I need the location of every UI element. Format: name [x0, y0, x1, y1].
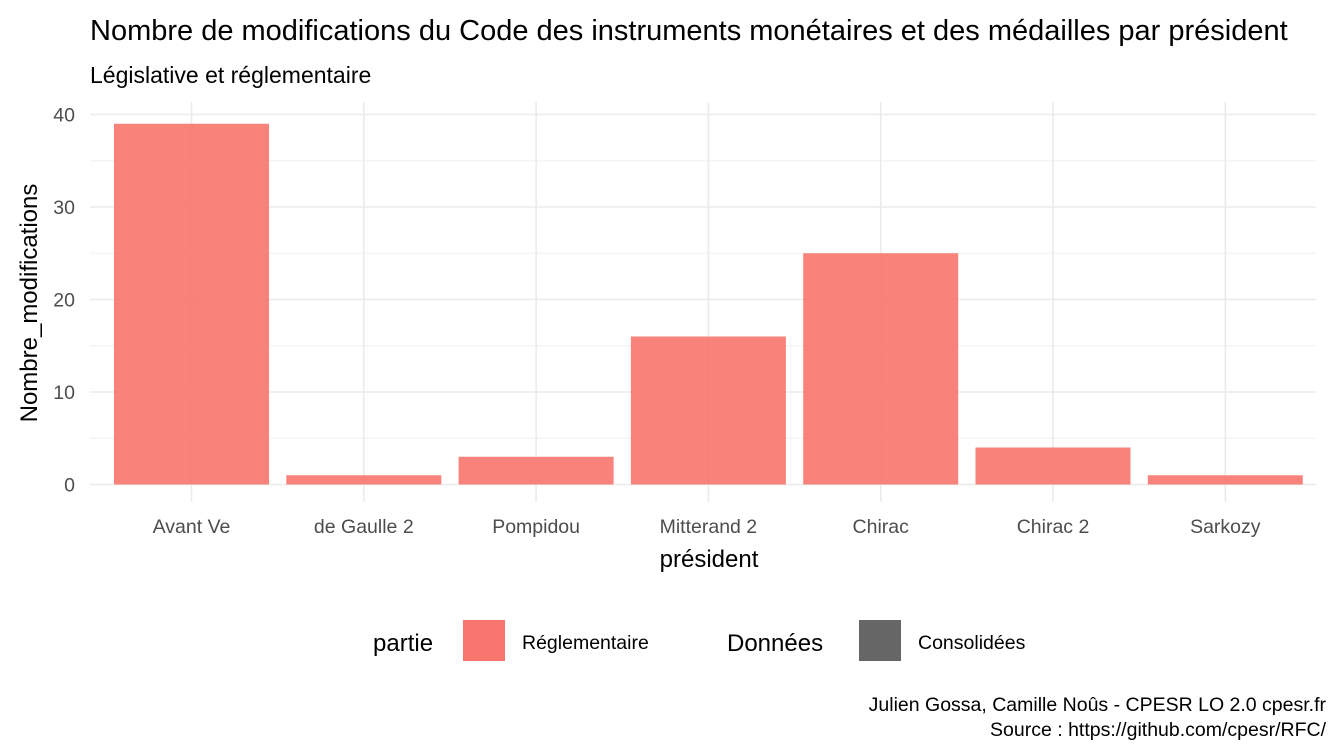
legend-title-donnees: Données [727, 630, 823, 657]
x-tick-label: Mitterand 2 [660, 516, 758, 538]
bar-chirac [803, 253, 959, 485]
bar-avant-ve [114, 123, 269, 485]
x-tick-label: Avant Ve [153, 516, 231, 538]
x-axis-ticks: Avant Ve de Gaulle 2 Pompidou Mitterand 2 Ch… [153, 516, 1261, 538]
bar-pompidou [458, 456, 614, 485]
y-tick-label: 10 [53, 382, 75, 404]
bar-chirac-2 [975, 447, 1131, 485]
y-tick-label: 30 [53, 197, 75, 219]
x-axis-title: président [660, 546, 759, 573]
legend-label-consolidees: Consolidées [918, 632, 1026, 654]
caption-line-1: Julien Gossa, Camille Noûs - CPESR LO 2.… [869, 694, 1327, 716]
legend-label-reglementaire: Réglementaire [522, 632, 649, 654]
x-tick-label: Pompidou [492, 516, 580, 538]
legend-swatch-reglementaire [463, 620, 505, 661]
y-tick-label: 40 [53, 105, 75, 127]
y-axis-ticks: 0 10 20 30 40 [53, 105, 75, 497]
legend-title-partie: partie [373, 630, 433, 657]
x-tick-label: Chirac [853, 516, 910, 538]
y-tick-label: 20 [53, 290, 75, 312]
y-axis-title: Nombre_modifications [16, 184, 43, 423]
x-tick-label: Sarkozy [1190, 516, 1261, 538]
chart-title: Nombre de modifications du Code des inst… [90, 15, 1288, 47]
x-tick-label: de Gaulle 2 [314, 516, 414, 538]
legend: partie Réglementaire Données Consolidées [373, 620, 1026, 661]
caption-line-2: Source : https://github.com/cpesr/RFC/ [990, 719, 1327, 741]
bar-sarkozy [1147, 475, 1303, 485]
bar-mitterand-2 [630, 336, 786, 485]
y-tick-label: 0 [64, 475, 75, 497]
x-tick-label: Chirac 2 [1017, 516, 1090, 538]
bars [114, 123, 1303, 485]
legend-swatch-consolidees [859, 620, 901, 661]
bar-de-gaulle-2 [286, 475, 442, 485]
chart-subtitle: Législative et réglementaire [90, 62, 371, 88]
